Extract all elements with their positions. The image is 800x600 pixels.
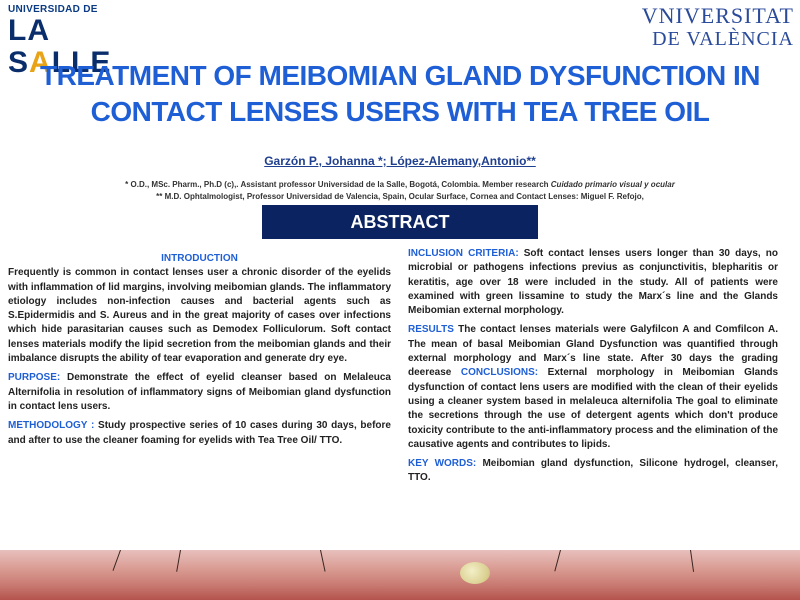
- poster-title: TREATMENT OF MEIBOMIAN GLAND DYSFUNCTION…: [40, 60, 760, 127]
- results-paragraph: RESULTS The contact lenses materials wer…: [408, 323, 778, 452]
- purpose-text: Demonstrate the effect of eyelid cleanse…: [8, 372, 391, 412]
- methodology-label: METHODOLOGY :: [8, 420, 95, 432]
- eyelash-image: [176, 550, 181, 572]
- keywords-text: Meibomian gland dysfunction, Silicone hy…: [408, 458, 778, 484]
- universitat-valencia-logo: VNIVERSITAT DE VALÈNCIA: [594, 3, 794, 51]
- left-column: INTRODUCTION Frequently is common in con…: [8, 252, 391, 453]
- results-text: The contact lenses materials were Galyfi…: [408, 324, 778, 379]
- keywords-paragraph: KEY WORDS: Meibomian gland dysfunction, …: [408, 457, 778, 486]
- purpose-label: PURPOSE:: [8, 372, 61, 384]
- eyelash-image: [112, 550, 121, 571]
- eyelash-image: [554, 550, 561, 572]
- authors: Garzón P., Johanna *; López-Alemany,Anto…: [264, 154, 536, 168]
- methodology-paragraph: METHODOLOGY : Study prospective series o…: [8, 419, 391, 448]
- keywords-label: KEY WORDS:: [408, 458, 477, 470]
- universidad-la-salle-logo: UNIVERSIDAD DE LA SALLE: [8, 4, 148, 79]
- introduction-text: Frequently is common in contact lenses u…: [8, 267, 391, 365]
- affiliation-2: ** M.D. Ophtalmologist, Professor Univer…: [156, 192, 644, 201]
- eyelid-photo: [0, 550, 800, 600]
- logo-left-wordmark-accent: A: [29, 46, 52, 79]
- introduction-heading: INTRODUCTION: [161, 253, 238, 264]
- abstract-heading: ABSTRACT: [262, 205, 538, 239]
- logo-right-line1: VNIVERSITAT: [641, 3, 794, 28]
- methodology-text: Study prospective series of 10 cases dur…: [8, 420, 391, 446]
- logo-right-line2: DE VALÈNCIA: [652, 28, 794, 50]
- affiliation-1-group: Cuidado primario visual y ocular: [550, 180, 675, 189]
- inclusion-paragraph: INCLUSION CRITERIA: Soft contact lenses …: [408, 247, 778, 318]
- logo-left-wordmark-post: LLE: [51, 46, 112, 79]
- logo-left-small-text: UNIVERSIDAD DE: [8, 4, 98, 15]
- meibomian-gland-image: [460, 562, 490, 584]
- conclusions-text: External morphology in Meibomian Glands …: [408, 367, 779, 450]
- right-column: INCLUSION CRITERIA: Soft contact lenses …: [408, 247, 778, 491]
- eyelash-image: [320, 550, 326, 572]
- inclusion-text: Soft contact lenses users longer than 30…: [408, 248, 778, 317]
- inclusion-label: INCLUSION CRITERIA:: [408, 248, 519, 259]
- results-label: RESULTS: [408, 324, 454, 336]
- purpose-paragraph: PURPOSE: Demonstrate the effect of eyeli…: [8, 371, 391, 414]
- logo-left-wordmark-pre: LA S: [8, 14, 49, 79]
- conclusions-label: CONCLUSIONS:: [460, 367, 539, 379]
- affiliation-1: * O.D., MSc. Pharm., Ph.D (c),. Assistan…: [0, 180, 800, 189]
- logo-left-wordmark: LA SALLE: [8, 15, 148, 79]
- affiliation-1-text: * O.D., MSc. Pharm., Ph.D (c),. Assistan…: [125, 180, 551, 189]
- eyelash-image: [690, 550, 695, 572]
